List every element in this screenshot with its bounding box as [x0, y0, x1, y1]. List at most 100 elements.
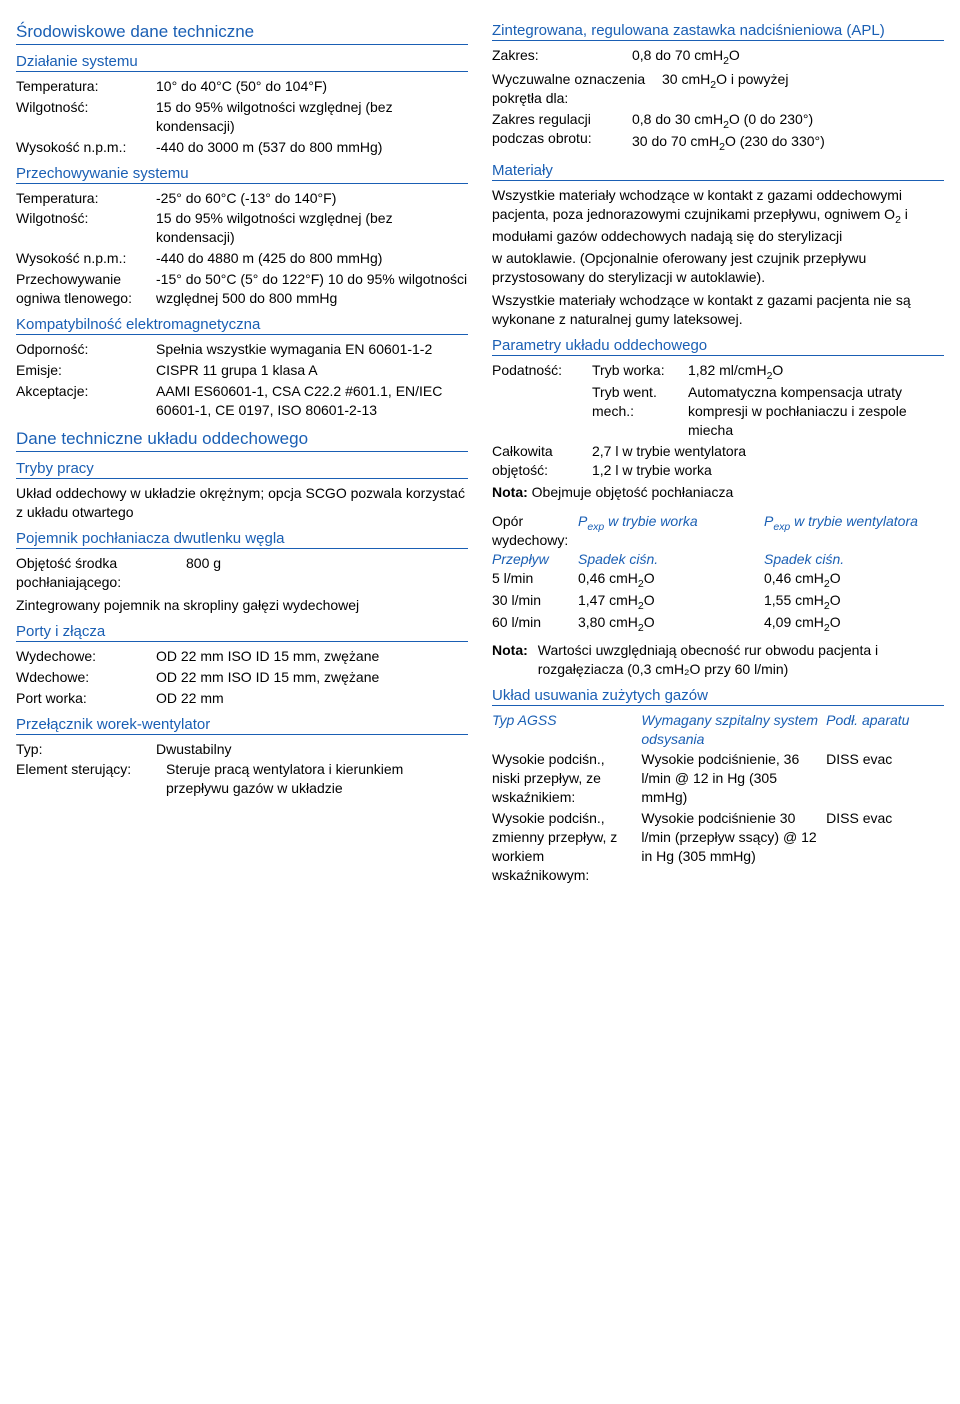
row-totalvol: Całkowita objętość: 2,7 l w trybie wenty… [492, 442, 944, 480]
label: Wydechowe: [16, 647, 156, 666]
label: Wilgotność: [16, 98, 156, 136]
value: 15 do 95% wilgotności względnej (bez kon… [156, 98, 468, 136]
value: OD 22 mm ISO ID 15 mm, zwężane [156, 668, 468, 687]
agss-r1c1: Wysokie podciśn., niski przepływ, ze wsk… [492, 750, 633, 807]
note-label: Nota: [492, 641, 528, 679]
label: Przechowywanie ogniwa tlenowego: [16, 270, 156, 308]
value: 2,7 l w trybie wentylatora 1,2 l w trybi… [592, 442, 944, 480]
label: Akceptacje: [16, 382, 156, 420]
modes-text: Układ oddechowy w układzie okrężnym; opc… [16, 484, 468, 522]
sub-ports: Porty i złącza [16, 623, 468, 642]
sub-emc: Kompatybilność elektromagnetyczna [16, 316, 468, 335]
section-breathing: Dane techniczne układu oddechowego [16, 429, 468, 452]
label: Element sterujący: [16, 760, 166, 798]
label: Podatność: [492, 361, 592, 440]
col-head-bag: Pexp w trybie worka [578, 512, 758, 550]
agss-table: Typ AGSS Wymagany szpitalny system odsys… [492, 711, 944, 885]
row-store-o2cell: Przechowywanie ogniwa tlenowego: -15° do… [16, 270, 468, 308]
row-compliance: Podatność: Tryb worka:1,82 ml/cmH2O Tryb… [492, 361, 944, 440]
row-store-altitude: Wysokość n.p.m.: -440 do 4880 m (425 do … [16, 249, 468, 268]
label: Opór wydechowy: [492, 512, 572, 550]
sub-operating: Działanie systemu [16, 53, 468, 72]
label: Port worka: [16, 689, 156, 708]
section-env: Środowiskowe dane techniczne [16, 22, 468, 45]
agss-r2c1: Wysokie podciśn., zmienny przepływ, z wo… [492, 809, 633, 885]
row-port-insp: Wdechowe: OD 22 mm ISO ID 15 mm, zwężane [16, 668, 468, 687]
col-head-drop2: Spadek ciśn. [764, 550, 944, 569]
agss-r2c2: Wysokie podciśnienie 30 l/min (przepływ … [641, 809, 818, 885]
label: Zakres: [492, 46, 632, 68]
label: Wysokość n.p.m.: [16, 138, 156, 157]
value: Dwustabilny [156, 740, 468, 759]
value: -440 do 3000 m (537 do 800 mmHg) [156, 138, 468, 157]
row-apl-adjust: Zakres regulacji podczas obrotu: 0,8 do … [492, 110, 944, 154]
note-text: Wartości uwzględniają obecność rur obwod… [538, 641, 944, 679]
value: CISPR 11 grupa 1 klasa A [156, 361, 468, 380]
sub-co2: Pojemnik pochłaniacza dwutlenku węgla [16, 530, 468, 549]
value: AAMI ES60601-1, CSA C22.2 #601.1, EN/IEC… [156, 382, 468, 420]
right-column: Zintegrowana, regulowana zastawka nadciś… [492, 12, 944, 885]
label: Emisje: [16, 361, 156, 380]
col-head-vent: Pexp w trybie wentylatora [764, 512, 944, 550]
row-port-bag: Port worka: OD 22 mm [16, 689, 468, 708]
col-head-drop1: Spadek ciśn. [578, 550, 758, 569]
materials-p3: Wszystkie materiały wchodzące w kontakt … [492, 291, 944, 329]
row-op-altitude: Wysokość n.p.m.: -440 do 3000 m (537 do … [16, 138, 468, 157]
value: OD 22 mm [156, 689, 468, 708]
agss-r2c3: DISS evac [826, 809, 944, 885]
value: 0,8 do 70 cmH2O [632, 46, 944, 68]
row-op-humidity: Wilgotność: 15 do 95% wilgotności względ… [16, 98, 468, 136]
agss-r1c2: Wysokie podciśnienie, 36 l/min @ 12 in H… [641, 750, 818, 807]
materials-p1: Wszystkie materiały wchodzące w kontakt … [492, 186, 944, 246]
row-port-exp: Wydechowe: OD 22 mm ISO ID 15 mm, zwężan… [16, 647, 468, 666]
label: Wdechowe: [16, 668, 156, 687]
table-row: 5 l/min 0,46 cmH2O 0,46 cmH2O [492, 569, 944, 591]
agss-h2: Wymagany szpitalny system odsysania [641, 711, 818, 749]
label: Objętość środka pochłaniającego: [16, 554, 186, 592]
row-emc-emissions: Emisje: CISPR 11 grupa 1 klasa A [16, 361, 468, 380]
sub-modes: Tryby pracy [16, 460, 468, 479]
row-co2-vol: Objętość środka pochłaniającego: 800 g [16, 554, 468, 592]
label: Temperatura: [16, 189, 156, 208]
sub-agss: Układ usuwania zużytych gazów [492, 687, 944, 706]
agss-h1: Typ AGSS [492, 711, 633, 749]
params-note1: Nota: Obejmuje objętość pochłaniacza [492, 483, 944, 502]
row-op-temp: Temperatura: 10° do 40°C (50° do 104°F) [16, 77, 468, 96]
page-columns: Środowiskowe dane techniczne Działanie s… [16, 12, 944, 885]
label: Wysokość n.p.m.: [16, 249, 156, 268]
value: -15° do 50°C (5° do 122°F) 10 do 95% wil… [156, 270, 468, 308]
row-emc-immunity: Odporność: Spełnia wszystkie wymagania E… [16, 340, 468, 359]
table-row: 30 l/min 1,47 cmH2O 1,55 cmH2O [492, 591, 944, 613]
sub-bvswitch: Przełącznik worek-wentylator [16, 716, 468, 735]
agss-h3: Podł. aparatu [826, 711, 944, 749]
value: -440 do 4880 m (425 do 800 mmHg) [156, 249, 468, 268]
co2-note: Zintegrowany pojemnik na skropliny gałęz… [16, 596, 468, 615]
row-apl-detent: Wyczuwalne oznaczenia pokrętła dla: 30 c… [492, 70, 944, 108]
label: Typ: [16, 740, 156, 759]
agss-r1c3: DISS evac [826, 750, 944, 807]
label: Wilgotność: [16, 209, 156, 247]
left-column: Środowiskowe dane techniczne Działanie s… [16, 12, 468, 885]
row-resistance-hdr: Opór wydechowy: Pexp w trybie worka Pexp… [492, 512, 944, 635]
sub-apl: Zintegrowana, regulowana zastawka nadciś… [492, 22, 944, 41]
row-bv-ctrl: Element sterujący: Steruje pracą wentyla… [16, 760, 468, 798]
value: Steruje pracą wentylatora i kierunkiem p… [166, 760, 468, 798]
value: 800 g [186, 554, 468, 592]
row-emc-approvals: Akceptacje: AAMI ES60601-1, CSA C22.2 #6… [16, 382, 468, 420]
value: 15 do 95% wilgotności względnej (bez kon… [156, 209, 468, 247]
sub-params: Parametry układu oddechowego [492, 337, 944, 356]
table-row: 60 l/min 3,80 cmH2O 4,09 cmH2O [492, 613, 944, 635]
value: Tryb worka:1,82 ml/cmH2O Tryb went. mech… [592, 361, 944, 440]
label: Odporność: [16, 340, 156, 359]
label: Zakres regulacji podczas obrotu: [492, 110, 632, 154]
value: 0,8 do 30 cmH2O (0 do 230°) 30 do 70 cmH… [632, 110, 944, 154]
materials-p2: w autoklawie. (Opcjonalnie oferowany jes… [492, 249, 944, 287]
row-bv-type: Typ: Dwustabilny [16, 740, 468, 759]
row-apl-range: Zakres: 0,8 do 70 cmH2O [492, 46, 944, 68]
row-store-humidity: Wilgotność: 15 do 95% wilgotności względ… [16, 209, 468, 247]
label: Wyczuwalne oznaczenia pokrętła dla: [492, 70, 662, 108]
row-store-temp: Temperatura: -25° do 60°C (-13° do 140°F… [16, 189, 468, 208]
label: Temperatura: [16, 77, 156, 96]
label: Całkowita objętość: [492, 442, 592, 480]
value: 10° do 40°C (50° do 104°F) [156, 77, 468, 96]
